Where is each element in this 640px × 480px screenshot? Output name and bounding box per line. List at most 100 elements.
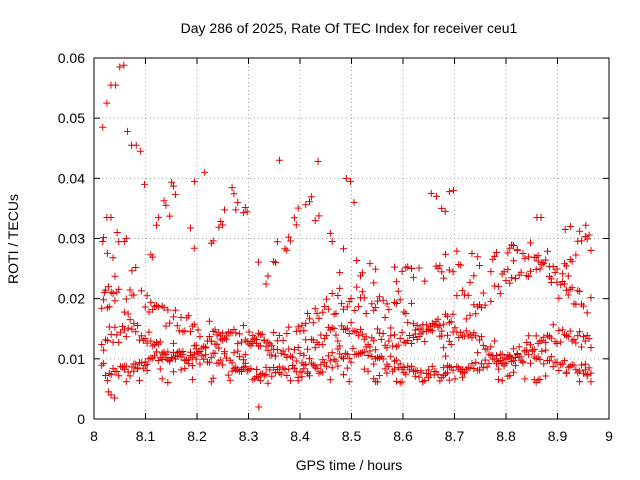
data-point — [100, 359, 108, 367]
data-point — [190, 320, 198, 328]
data-point — [510, 242, 518, 250]
data-point — [476, 366, 484, 374]
data-point — [275, 369, 283, 377]
data-point — [205, 317, 213, 325]
data-point — [279, 347, 287, 355]
data-point — [126, 372, 134, 380]
data-point — [100, 296, 108, 304]
data-point — [402, 310, 410, 318]
data-point — [487, 268, 495, 276]
y-axis-label: ROTI / TECUs — [5, 194, 21, 284]
data-point — [181, 364, 189, 372]
data-point — [264, 338, 272, 346]
data-point — [241, 362, 249, 370]
data-point — [515, 343, 523, 351]
data-point — [587, 247, 595, 255]
data-point — [221, 348, 229, 356]
data-point — [317, 361, 325, 369]
data-point — [506, 372, 514, 380]
data-point — [574, 332, 582, 340]
data-point — [321, 359, 329, 367]
x-tick-label: 8.1 — [136, 428, 156, 444]
y-tick-label: 0.03 — [58, 231, 85, 247]
data-point — [302, 319, 310, 327]
data-point — [190, 342, 198, 350]
data-point — [205, 333, 213, 341]
data-point — [347, 358, 355, 366]
data-point — [217, 218, 225, 226]
data-point — [262, 280, 270, 288]
data-point — [417, 369, 425, 377]
data-point — [202, 351, 210, 359]
data-point — [285, 323, 293, 331]
data-point — [156, 338, 164, 346]
data-point — [151, 352, 159, 360]
data-point — [105, 303, 113, 311]
data-point — [104, 283, 112, 291]
data-point — [156, 365, 164, 373]
data-point — [224, 371, 232, 379]
data-point — [122, 295, 130, 303]
data-point — [290, 346, 298, 354]
data-point — [438, 327, 446, 335]
data-point — [445, 376, 453, 384]
y-tick-label: 0.04 — [58, 170, 85, 186]
data-point — [587, 378, 595, 386]
data-point — [213, 340, 221, 348]
data-point — [572, 366, 580, 374]
data-point — [192, 355, 200, 363]
data-point — [449, 310, 457, 318]
data-point — [315, 212, 323, 220]
data-point — [464, 291, 472, 299]
data-point — [443, 331, 451, 339]
data-point — [428, 319, 436, 327]
data-point — [209, 327, 217, 335]
data-point — [540, 333, 548, 341]
data-point — [207, 337, 215, 345]
data-point — [500, 268, 508, 276]
data-point — [321, 303, 329, 311]
data-point — [217, 356, 225, 364]
data-point — [542, 339, 550, 347]
data-point — [268, 351, 276, 359]
data-point — [298, 321, 306, 329]
data-point — [585, 364, 593, 372]
data-point — [372, 265, 380, 273]
data-point — [120, 238, 128, 246]
data-point — [145, 308, 153, 316]
data-point — [194, 326, 202, 334]
data-point — [368, 353, 376, 361]
data-point — [447, 340, 455, 348]
data-point — [324, 352, 332, 360]
data-point — [147, 298, 155, 306]
data-point — [562, 368, 570, 376]
data-point — [483, 345, 491, 353]
data-point — [109, 364, 117, 372]
data-point — [120, 61, 128, 69]
data-point — [498, 350, 506, 358]
data-point — [370, 337, 378, 345]
data-point — [290, 214, 298, 222]
data-point — [179, 350, 187, 358]
data-point — [239, 209, 247, 217]
data-point — [143, 292, 151, 300]
data-point — [323, 295, 331, 303]
data-point — [549, 263, 557, 271]
data-point — [491, 355, 499, 363]
data-point — [445, 266, 453, 274]
x-tick-label: 8.8 — [496, 428, 516, 444]
data-point — [190, 177, 198, 185]
data-point — [427, 189, 435, 197]
data-point — [187, 352, 195, 360]
data-point — [574, 287, 582, 295]
data-point — [553, 265, 561, 273]
data-point — [294, 323, 302, 331]
data-point — [442, 250, 450, 258]
data-point — [311, 217, 319, 225]
data-point — [494, 376, 502, 384]
data-point — [385, 362, 393, 370]
data-point — [311, 344, 319, 352]
data-point — [409, 320, 417, 328]
data-point — [400, 338, 408, 346]
data-point — [428, 327, 436, 335]
